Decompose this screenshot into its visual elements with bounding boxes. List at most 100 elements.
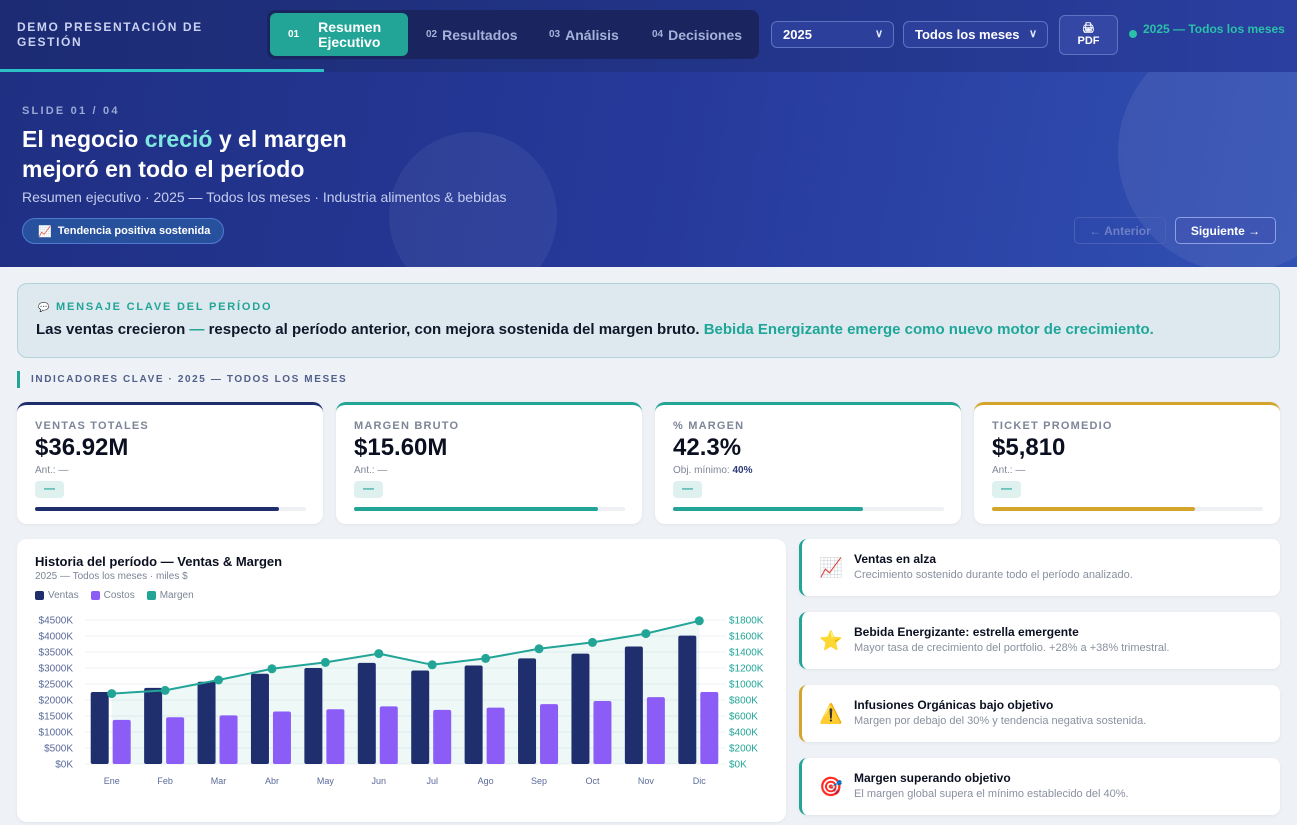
bar-ventas: [571, 653, 590, 764]
kpi-progress-track: [992, 507, 1263, 511]
y-right-tick-label: $1200K: [729, 664, 764, 675]
section-label: INDICADORES CLAVE · 2025 — TODOS LOS MES…: [17, 371, 347, 388]
year-value: 2025: [783, 27, 812, 42]
margin-point: [107, 689, 117, 699]
insight-card: ⭐ Bebida Energizante: estrella emergente M…: [799, 612, 1280, 669]
margin-point: [427, 660, 437, 670]
msg-dash: —: [189, 321, 205, 338]
legend-swatch: [146, 591, 156, 600]
brand-title: DEMO PRESENTACIÓN DE GESTIÓN: [17, 20, 203, 49]
bar-ventas: [518, 658, 537, 764]
margin-point: [481, 653, 491, 663]
chart-title: Historia del período — Ventas & Margen: [35, 554, 283, 569]
x-tick-label: Feb: [157, 776, 173, 786]
insight-description: Crecimiento sostenido durante todo el pe…: [854, 569, 1133, 581]
insight-description: El margen global supera el mínimo establ…: [854, 788, 1129, 800]
kpi-previous: Ant.: —: [354, 465, 387, 476]
y-left-tick-label: $3000K: [39, 664, 74, 675]
margin-point: [534, 644, 544, 654]
bar-costos: [486, 707, 505, 764]
slide-progress-bar: [0, 69, 324, 72]
kpi-previous-value: 40%: [732, 465, 753, 476]
tab-number: 01: [288, 29, 300, 40]
y-right-tick-label: $1800K: [729, 616, 764, 627]
x-tick-label: May: [317, 776, 335, 786]
status-dot-icon: [1129, 30, 1137, 38]
x-tick-label: Mar: [211, 776, 227, 786]
y-left-tick-label: $3500K: [39, 648, 74, 659]
x-tick-label: Ago: [478, 776, 494, 786]
kpi-previous-value: —: [1015, 465, 1026, 476]
x-tick-label: Jul: [426, 776, 438, 786]
tab-analisis[interactable]: 03 Análisis: [549, 13, 619, 56]
kpi-value: 42.3%: [673, 434, 742, 461]
kpi-value: $5,810: [992, 434, 1066, 461]
y-left-tick-label: $2500K: [39, 680, 74, 691]
y-left-tick-label: $500K: [44, 744, 73, 755]
month-value: Todos los meses: [915, 27, 1020, 42]
tab-resumen-ejecutivo[interactable]: 01 Resumen Ejecutivo: [270, 13, 408, 56]
margin-point: [160, 685, 170, 695]
top-bar: DEMO PRESENTACIÓN DE GESTIÓN 01 Resumen …: [0, 0, 1297, 72]
kpi-change-badge: —: [992, 481, 1021, 498]
y-right-tick-label: $1400K: [729, 648, 764, 659]
slide-counter: SLIDE 01 / 04: [22, 105, 120, 117]
bar-costos: [326, 709, 345, 764]
x-tick-label: Jun: [372, 776, 387, 786]
bar-costos: [540, 704, 559, 764]
key-message-label: 💬 MENSAJE CLAVE DEL PERÍODO: [38, 301, 272, 313]
y-left-tick-label: $1500K: [39, 712, 74, 723]
kpi-title: % MARGEN: [673, 420, 745, 432]
insight-card: 📈 Ventas en alza Crecimiento sostenido dur…: [799, 539, 1280, 596]
tab-label: Resultados: [442, 26, 518, 43]
pdf-button[interactable]: 🖨 PDF: [1059, 15, 1118, 55]
y-right-tick-label: $200K: [729, 744, 758, 755]
legend-item: Margen: [146, 590, 194, 601]
margin-point: [267, 664, 277, 674]
y-left-tick-label: $4500K: [39, 616, 74, 627]
kpi-change-badge: —: [354, 481, 383, 498]
kpi-previous: Obj. mínimo: 40%: [673, 465, 752, 476]
kpi-previous-label: Ant.:: [354, 465, 378, 476]
kpi-value: $36.92M: [35, 434, 129, 461]
margin-point: [320, 657, 330, 667]
x-tick-label: Abr: [265, 776, 279, 786]
y-right-tick-label: $400K: [729, 728, 758, 739]
kpi-previous: Ant.: —: [35, 465, 68, 476]
key-message-text: Las ventas crecieron — respecto al perío…: [36, 321, 1154, 338]
warning-icon: ⚠️: [819, 704, 843, 725]
x-tick-label: Sep: [531, 776, 547, 786]
decorative-circle: [389, 132, 557, 267]
month-select[interactable]: Todos los meses ∨: [903, 21, 1048, 48]
bar-costos: [219, 715, 238, 764]
kpi-progress-track: [673, 507, 944, 511]
bar-costos: [433, 709, 452, 764]
legend-item: Ventas: [35, 590, 79, 601]
title-part: y el margen mejoró en todo el período: [22, 126, 347, 182]
bar-ventas: [464, 665, 483, 764]
kpi-title: VENTAS TOTALES: [35, 420, 149, 432]
bar-costos: [166, 717, 185, 764]
kpi-card: TICKET PROMEDIO $5,810 Ant.: — —: [974, 402, 1280, 524]
y-left-tick-label: $2000K: [39, 696, 74, 707]
tab-decisiones[interactable]: 04 Decisiones: [652, 13, 742, 56]
kpi-progress-fill: [992, 507, 1196, 511]
kpi-previous-value: —: [58, 465, 69, 476]
insight-title: Bebida Energizante: estrella emergente: [854, 625, 1079, 639]
kpi-progress-fill: [35, 507, 279, 511]
tab-resultados[interactable]: 02 Resultados: [426, 13, 518, 56]
bar-costos: [112, 719, 131, 764]
margin-point: [214, 675, 224, 685]
previous-button[interactable]: ← Anterior: [1074, 217, 1166, 244]
chart-panel: Historia del período — Ventas & Margen 2…: [17, 539, 786, 822]
insight-title: Infusiones Orgánicas bajo objetivo: [854, 698, 1054, 712]
next-button[interactable]: Siguiente →: [1175, 217, 1276, 244]
bar-ventas: [624, 646, 643, 764]
year-select[interactable]: 2025 ∨: [771, 21, 894, 48]
chart-up-icon: 📈: [819, 558, 843, 579]
tab-label: Resumen Ejecutivo: [318, 18, 382, 50]
kpi-previous-label: Ant.:: [992, 465, 1016, 476]
bar-ventas: [304, 668, 323, 764]
slide-tabs: 01 Resumen Ejecutivo 02 Resultados 03 An…: [267, 10, 759, 59]
y-right-tick-label: $600K: [729, 712, 758, 723]
